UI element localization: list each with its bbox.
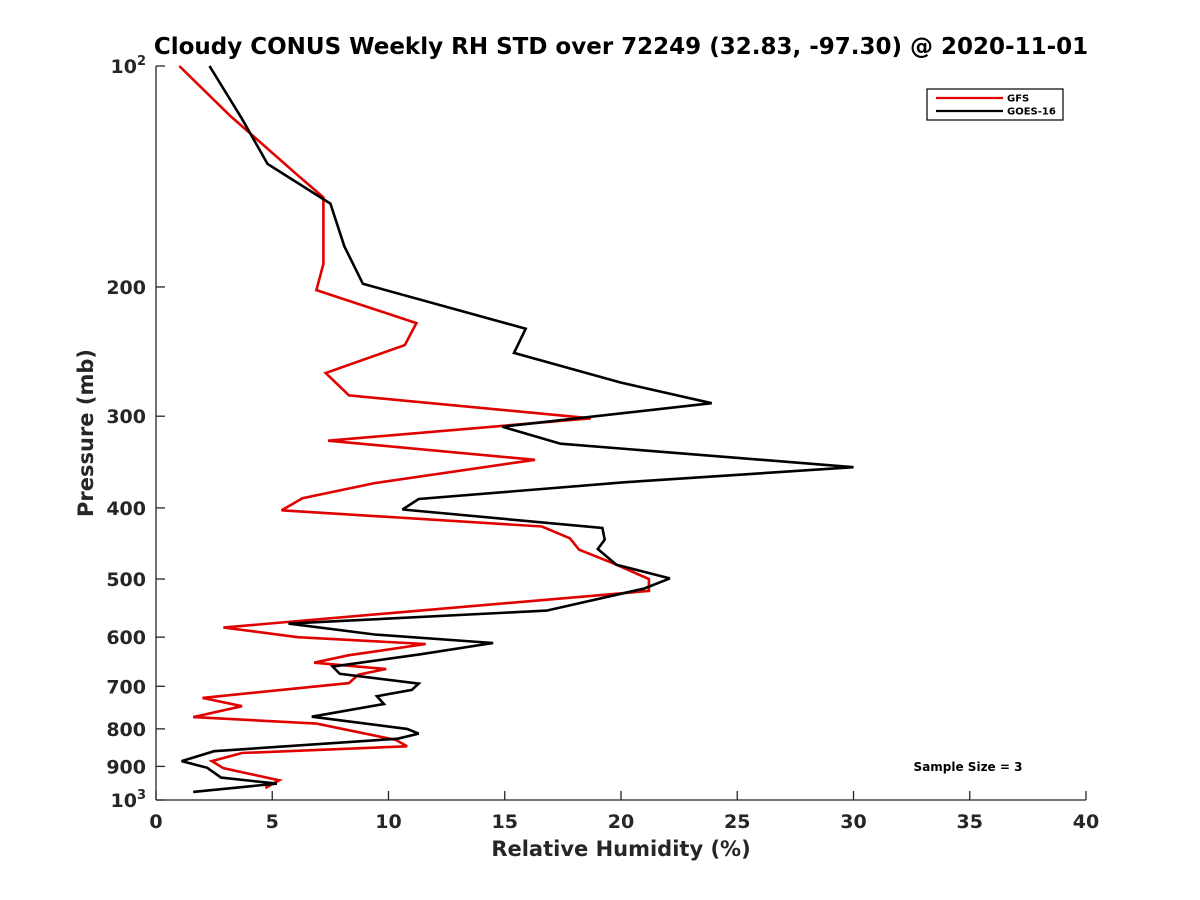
x-tick-label: 10: [375, 811, 401, 833]
y-tick-label-power: 102: [111, 54, 147, 78]
x-tick-label: 20: [608, 811, 634, 833]
legend-label-gfs: GFS: [1007, 94, 1029, 105]
x-tick-label: 25: [724, 811, 750, 833]
x-axis-ticks: 0 5 10 15 20 25 30 35 40: [149, 791, 1099, 833]
series-line-goes16: [181, 65, 854, 794]
x-tick-label: 5: [266, 811, 279, 833]
y-tick-label: 700: [106, 676, 146, 698]
y-tick-label: 600: [106, 627, 146, 649]
legend-box: [926, 88, 1064, 121]
x-tick-label: 35: [957, 811, 983, 833]
y-tick-label: 400: [106, 498, 146, 520]
y-tick-label: 300: [106, 406, 146, 428]
y-axis-ticks: 200 300 400 500 600 700 800 900 102 103: [106, 54, 165, 812]
y-tick-label: 900: [106, 756, 146, 778]
y-tick-label: 800: [106, 719, 146, 741]
x-tick-label: 40: [1073, 811, 1099, 833]
x-axis-label: Relative Humidity (%): [491, 837, 750, 861]
x-tick-label: 15: [492, 811, 518, 833]
series-layer: [178, 65, 854, 794]
y-tick-label: 200: [106, 277, 146, 299]
chart-title: Cloudy CONUS Weekly RH STD over 72249 (3…: [154, 34, 1088, 60]
y-tick-label-power: 103: [111, 788, 147, 812]
y-tick-label: 500: [106, 569, 146, 591]
y-axis-label: Pressure (mb): [74, 349, 98, 517]
x-tick-label: 0: [149, 811, 162, 833]
plot-area: [156, 66, 1086, 800]
legend: GFS GOES-16: [926, 88, 1064, 121]
legend-label-goes16: GOES-16: [1007, 107, 1056, 118]
sample-size-annotation: Sample Size = 3: [914, 760, 1023, 774]
series-line-gfs: [178, 65, 651, 790]
x-tick-label: 30: [840, 811, 866, 833]
